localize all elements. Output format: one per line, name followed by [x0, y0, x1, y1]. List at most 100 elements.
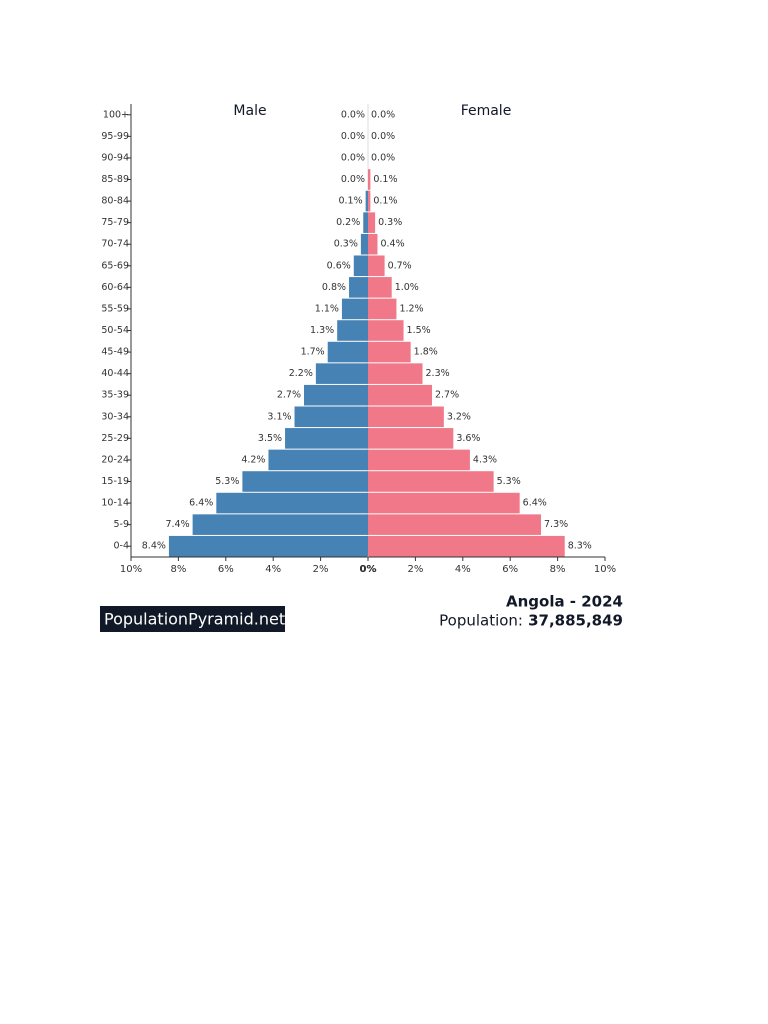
bar [168, 535, 368, 557]
value-label: 4.3% [473, 454, 497, 465]
bar [363, 212, 368, 233]
y-tick-label: 0-4 [113, 541, 129, 552]
value-label: 0.3% [334, 239, 358, 250]
value-label: 0.0% [371, 131, 395, 142]
value-label: 7.3% [544, 519, 568, 530]
bar [368, 320, 404, 341]
value-label: 1.3% [310, 325, 334, 336]
bar [315, 363, 368, 384]
y-tick-label: 30-34 [101, 411, 129, 422]
bar [368, 277, 392, 298]
y-tick-label: 80-84 [101, 196, 129, 207]
bar [327, 341, 368, 363]
value-label: 0.2% [336, 217, 360, 228]
bar [285, 428, 368, 449]
bar [341, 298, 368, 320]
bar [368, 190, 371, 212]
y-tick-label: 50-54 [101, 325, 129, 336]
value-label: 0.8% [322, 282, 346, 293]
x-tick-label: 4% [265, 564, 281, 575]
value-label: 1.1% [315, 303, 339, 314]
value-label: 6.4% [189, 498, 213, 509]
y-tick-label: 90-94 [101, 152, 129, 163]
value-label: 7.4% [165, 519, 189, 530]
logo-box [100, 606, 285, 632]
x-tick-label: 8% [550, 564, 566, 575]
value-label: 2.2% [289, 368, 313, 379]
value-label: 0.0% [341, 152, 365, 163]
bar [368, 428, 454, 449]
value-label: 0.6% [327, 260, 351, 271]
value-label: 3.1% [267, 411, 291, 422]
y-tick-label: 10-14 [101, 498, 129, 509]
value-label: 1.2% [399, 303, 423, 314]
value-label: 0.0% [371, 152, 395, 163]
source: PopulationPyramid.net [104, 610, 285, 629]
value-label: 8.3% [568, 541, 592, 552]
bar [368, 514, 542, 535]
y-tick-label: 35-39 [101, 390, 129, 401]
bar [192, 514, 368, 535]
y-tick-label: 75-79 [101, 217, 129, 228]
value-label: 8.4% [142, 541, 166, 552]
x-tick-label: 0% [360, 564, 377, 575]
bar [304, 384, 368, 406]
bar [368, 363, 423, 384]
y-tick-label: 25-29 [101, 433, 129, 444]
value-label: 0.4% [380, 239, 404, 250]
value-label: 0.0% [341, 109, 365, 120]
value-label: 5.3% [215, 476, 239, 487]
bar [368, 233, 378, 255]
value-label: 0.1% [373, 174, 397, 185]
value-label: 1.8% [414, 347, 438, 358]
value-label: 5.3% [497, 476, 521, 487]
value-label: 3.2% [447, 411, 471, 422]
bar [242, 471, 368, 492]
y-tick-label: 40-44 [101, 368, 129, 379]
x-tick-label: 10% [594, 564, 616, 575]
y-tick-label: 100+ [103, 109, 129, 120]
y-tick-label: 45-49 [101, 347, 129, 358]
value-label: 0.0% [341, 131, 365, 142]
y-tick-label: 95-99 [101, 131, 129, 142]
bar [268, 449, 368, 471]
value-label: 0.1% [373, 196, 397, 207]
value-label: 1.5% [407, 325, 431, 336]
bar [368, 471, 494, 492]
value-label: 0.0% [371, 109, 395, 120]
value-label: 4.2% [241, 454, 265, 465]
bar [368, 535, 565, 557]
x-tick-label: 6% [218, 564, 234, 575]
value-label: 3.5% [258, 433, 282, 444]
value-label: 2.3% [426, 368, 450, 379]
y-tick-label: 60-64 [101, 282, 129, 293]
bar [365, 190, 368, 212]
y-tick-label: 55-59 [101, 303, 129, 314]
legend-label: Female [461, 103, 512, 119]
bar [349, 277, 368, 298]
bar [368, 492, 520, 514]
y-tick-label: 70-74 [101, 239, 129, 250]
bar [216, 492, 368, 514]
value-label: 6.4% [523, 498, 547, 509]
value-label: 3.6% [456, 433, 480, 444]
bar [368, 298, 397, 320]
bar [368, 255, 385, 277]
bar [368, 449, 470, 471]
x-tick-label: 4% [455, 564, 471, 575]
value-label: 0.3% [378, 217, 402, 228]
x-tick-label: 0% [360, 564, 377, 575]
x-tick-label: 6% [502, 564, 518, 575]
value-label: 0.0% [341, 174, 365, 185]
value-label: 0.1% [338, 196, 362, 207]
bar [337, 320, 368, 341]
value-label: 1.0% [395, 282, 419, 293]
bar [360, 233, 368, 255]
x-tick-label: 10% [120, 564, 142, 575]
y-tick-label: 65-69 [101, 260, 129, 271]
x-tick-label: 8% [170, 564, 186, 575]
population: 37,885,849 [528, 612, 623, 630]
bar [368, 406, 444, 428]
y-tick-label: 85-89 [101, 174, 129, 185]
